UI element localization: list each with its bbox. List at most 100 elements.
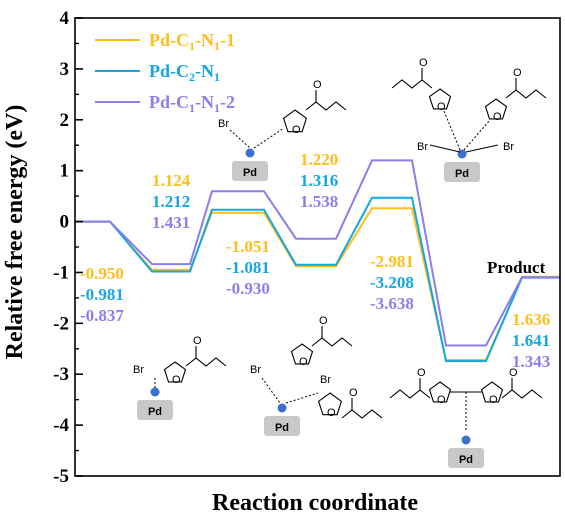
energy-value-label: -2.981 [370, 252, 414, 271]
bromine-label: Br [503, 141, 514, 153]
ester-chain [341, 409, 383, 419]
oxygen-label: O [513, 67, 522, 79]
bromine-label: Br [320, 374, 331, 386]
furan-ring [317, 392, 343, 416]
oxygen-label: O [292, 124, 301, 136]
energy-value-label: 1.641 [512, 331, 550, 350]
structure-ts1: Pd O O Br [218, 79, 347, 181]
oxygen-label: O [509, 367, 518, 379]
energy-value-label: -0.981 [80, 285, 124, 304]
energy-value-label: 1.124 [152, 171, 191, 190]
energy-value-label: 1.316 [300, 171, 338, 190]
molecular-structures: Pd O O Br Pd O O Br Pd O O O O Br Br Pd O O O O Br Br Pd O O O O [133, 57, 547, 468]
pd-label: Pd [275, 422, 289, 434]
ester-chain [311, 337, 353, 347]
furan-ring [282, 109, 308, 133]
pd-label: Pd [459, 454, 473, 466]
energy-value-label: -3.208 [370, 273, 414, 292]
bromine-label: Br [417, 141, 428, 153]
y-tick-label: 4 [60, 8, 70, 29]
legend: Pd-C1-N1-1 Pd-C2-N1 Pd-C1-N1-2 [95, 30, 235, 115]
product-label: Product [487, 258, 546, 277]
pd-atom [277, 403, 287, 413]
y-axis-title: Relative free energy (eV) [2, 105, 28, 360]
pd-box [444, 162, 480, 182]
pd-br-bond [465, 144, 499, 153]
legend-label-2: Pd-C2-N1 [149, 61, 220, 84]
series-line-2 [75, 196, 560, 363]
energy-value-label: -1.081 [226, 258, 270, 277]
oxygen-label: O [313, 79, 322, 91]
ester-chain [185, 357, 227, 367]
oxygen-label: O [437, 101, 446, 113]
energy-value-label: 1.636 [512, 310, 550, 329]
energy-value-label: 1.220 [300, 150, 338, 169]
oxygen-label: O [319, 315, 328, 327]
oxygen-label: O [437, 394, 446, 406]
ester-chain [391, 79, 433, 89]
energy-value-label: -0.950 [80, 264, 124, 283]
pd-label: Pd [148, 406, 162, 418]
ester-chain [305, 101, 347, 111]
y-tick-label: -4 [53, 415, 69, 436]
series-line-1 [75, 207, 560, 361]
ester-chain [389, 389, 431, 399]
energy-value-label: -0.930 [226, 279, 270, 298]
pd-label: Pd [455, 168, 469, 180]
pd-br-bond [429, 144, 461, 153]
energy-value-label: -0.837 [80, 306, 124, 325]
oxygen-label: O [493, 111, 502, 123]
pd-c-bond [285, 392, 319, 404]
axes: 4 3 2 1 0 -1 -2 -3 -4 -5 [53, 8, 561, 487]
series-line-3 [75, 159, 560, 347]
ester-chain [501, 389, 543, 399]
value-annotations: -0.950 -0.981 -0.837 1.124 1.212 1.431 -1.051 -… [80, 150, 550, 371]
furan-ring [290, 343, 314, 365]
pd-atom [245, 148, 255, 158]
oxygen-label: O [349, 387, 358, 399]
energy-value-label: 1.538 [300, 192, 338, 211]
furan-ring [484, 98, 508, 120]
pd-c-bond [443, 110, 461, 151]
structure-intermediate: Pd O O O O Br Br [250, 315, 383, 436]
bromine-label: Br [133, 364, 144, 376]
oxygen-label: O [419, 57, 428, 69]
furan-ring [163, 361, 187, 383]
pd-br-bond [261, 377, 281, 404]
pd-box [137, 400, 173, 420]
pd-atom [150, 387, 160, 397]
y-tick-label: 1 [60, 161, 70, 182]
bromine-label: Br [250, 364, 261, 376]
oxygen-label: O [172, 374, 181, 386]
energy-value-label: 1.431 [152, 213, 190, 232]
y-tick-label: 3 [60, 59, 70, 80]
energy-value-label: 1.212 [152, 192, 190, 211]
pd-atom [461, 435, 471, 445]
x-axis-title: Reaction coordinate [212, 490, 418, 516]
oxygen-label: O [489, 394, 498, 406]
pd-box [232, 161, 268, 181]
pd-br-bond [229, 129, 251, 149]
pd-atom [457, 149, 467, 159]
pd-box [448, 448, 484, 468]
y-tick-label: -5 [53, 466, 69, 487]
series-layer [75, 159, 560, 363]
pd-c-bond [253, 127, 285, 149]
ester-chain [505, 89, 547, 99]
energy-value-label: -1.051 [226, 237, 270, 256]
y-tick-label: 2 [60, 110, 70, 131]
furan-ring [428, 381, 452, 403]
pd-c-bond [463, 119, 491, 151]
energy-value-label: -3.638 [370, 294, 414, 313]
structure-ts2: Pd O O O O Br Br [391, 57, 547, 182]
furan-ring [480, 381, 504, 403]
furan-ring [428, 88, 452, 110]
legend-label-1: Pd-C1-N1-1 [149, 30, 235, 53]
y-tick-label: -1 [53, 262, 69, 283]
pd-box [264, 416, 300, 436]
structure-adsorbed: Pd O O Br [133, 335, 227, 420]
oxygen-label: O [417, 367, 426, 379]
y-tick-label: -2 [53, 313, 69, 334]
oxygen-label: O [193, 335, 202, 347]
